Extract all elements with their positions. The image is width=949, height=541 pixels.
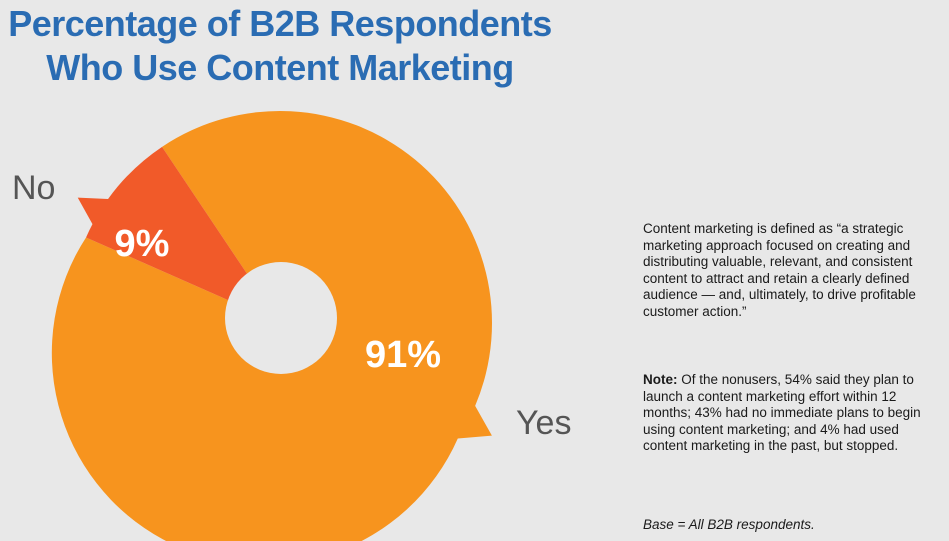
note-text: Note: Of the nonusers, 54% said they pla… — [643, 372, 938, 455]
slice-category-label-no: No — [12, 169, 55, 207]
slice-value-label-yes: 91% — [365, 334, 441, 376]
chart-title: Percentage of B2B Respondents Who Use Co… — [0, 2, 560, 90]
slice-category-label-yes: Yes — [516, 404, 571, 442]
donut-hole — [225, 262, 337, 374]
pie-slice-no — [77, 146, 280, 323]
base-footnote: Base = All B2B respondents. — [643, 517, 815, 532]
chart-title-line-2: Who Use Content Marketing — [46, 47, 514, 88]
note-body: Of the nonusers, 54% said they plan to l… — [643, 372, 921, 453]
definition-text: Content marketing is defined as “a strat… — [643, 221, 916, 319]
chart-title-line-1: Percentage of B2B Respondents — [8, 3, 552, 44]
slice-value-label-no: 9% — [115, 223, 170, 265]
note-label: Note: — [643, 372, 678, 387]
